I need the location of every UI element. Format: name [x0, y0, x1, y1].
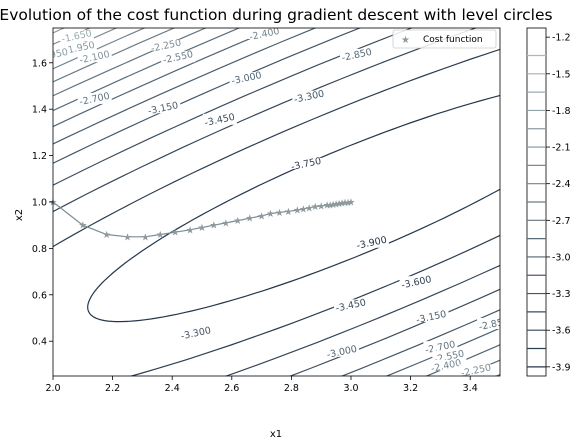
contour-label-bg [334, 299, 368, 311]
descent-point: ★ [245, 214, 254, 225]
colorbar-tick-label: -1.2 [552, 33, 571, 44]
colorbar: -1.2 -1.5 -1.8 -2.1 -2.4 -2.7 -3.0 -3.3 -3.6 -3.9 [526, 27, 571, 377]
descent-point: ★ [311, 202, 320, 213]
contour-label-bg [289, 157, 324, 169]
descent-point: ★ [171, 228, 180, 239]
contour-label-bg [414, 311, 449, 322]
contour-label-bg [429, 359, 464, 371]
descent-point: ★ [257, 211, 266, 222]
contour-level-0 [87, 94, 500, 323]
descent-point: ★ [323, 201, 332, 212]
contour-label-bg [179, 327, 214, 339]
colorbar-tick-label: -2.7 [552, 216, 571, 227]
contour-label-bg [149, 39, 184, 51]
descent-point: ★ [317, 201, 326, 212]
y-tick-label: 0.4 [32, 337, 47, 348]
colorbar-tick-label: -3.9 [552, 362, 571, 373]
descent-point: ★ [221, 218, 230, 229]
contour-label-bg [161, 51, 196, 63]
descent-point: ★ [123, 232, 132, 243]
descent-point: ★ [305, 203, 314, 214]
colorbar-tick-label: -3.3 [552, 289, 571, 300]
contour-label-bg [202, 113, 237, 125]
contour-label-bg [62, 41, 97, 53]
contour-label-bg [77, 51, 112, 63]
x-tick-label: 2.6 [224, 383, 239, 394]
contour-label-bg [459, 364, 494, 376]
contour-label-bg [292, 90, 327, 102]
descent-point: ★ [341, 198, 350, 209]
descent-point: ★ [78, 221, 87, 232]
descent-point: ★ [186, 225, 195, 236]
descent-point: ★ [275, 208, 284, 219]
x-tick-label: 2.4 [165, 383, 180, 394]
contour-label-bg [325, 345, 360, 357]
descent-point: ★ [338, 198, 347, 209]
chart-title: Evolution of the cost function during gr… [0, 6, 553, 24]
descent-point: ★ [156, 230, 165, 241]
descent-point: ★ [326, 200, 335, 211]
descent-point: ★ [233, 216, 242, 227]
x-tick-label: 3.4 [463, 383, 478, 394]
colorbar-tick-label: -3.6 [552, 326, 571, 337]
x-axis-label: x1 [270, 429, 282, 440]
contour-label-bg [229, 72, 264, 84]
descent-path: ★★★ ★ ★ ★ ★ ★ ★ ★ ★ ★ ★ ★ ★ ★ ★ ★★★★★★★★★★★★★★ [49, 198, 356, 244]
y-tick-label: 0.6 [32, 290, 47, 301]
descent-point: ★ [209, 221, 218, 232]
contour-label-bg [247, 28, 282, 39]
descent-point: ★ [284, 207, 293, 218]
y-tick-label: 0.8 [32, 244, 47, 255]
descent-point: ★ [293, 206, 302, 217]
descent-point: ★ [344, 198, 353, 209]
descent-point: ★ [266, 209, 275, 220]
descent-path-line [52, 201, 352, 238]
descent-point: ★ [335, 199, 344, 210]
legend-marker: ★ [401, 35, 410, 46]
contour-label-bg [59, 30, 94, 42]
legend-box [392, 29, 497, 49]
x-tick-label: 2.2 [105, 383, 120, 394]
contour-labels: -3.900-3.750-3.600-3.450-3.450-3.300-3.3… [53, 28, 510, 376]
y-tick-label: 1.4 [32, 105, 47, 116]
colorbar-tick-label: -2.4 [552, 179, 571, 190]
colorbar-tick-label: -1.5 [552, 69, 571, 80]
contour-label-bg [53, 48, 70, 60]
x-tick-label: 3.2 [403, 383, 418, 394]
axis-ticks: 2.0 2.2 2.4 2.6 2.8 3.0 3.2 3.4 0.4 0.6 0.8 1.0 1.2 1… [32, 58, 478, 394]
contour-label-bg [432, 350, 467, 362]
colorbar-tick-label: -3.0 [552, 252, 571, 263]
colorbar-tick-label: -2.1 [552, 143, 571, 154]
contour-label-bg [423, 341, 458, 353]
x-tick-label: 3.0 [343, 383, 358, 394]
x-tick-label: 2.8 [284, 383, 299, 394]
descent-point: ★ [198, 223, 207, 234]
y-tick-label: 1.6 [32, 58, 47, 69]
y-tick-label: 1.0 [32, 198, 47, 209]
contour-label-bg [339, 48, 374, 60]
descent-point: ★ [332, 199, 341, 210]
contour-label-bg [354, 236, 389, 248]
x-tick-label: 2.0 [45, 383, 60, 394]
contour-label: -2.850 [478, 316, 510, 333]
legend: ★ Cost function [392, 29, 497, 49]
descent-point: ★ [329, 200, 338, 211]
y-axis-label: x2 [14, 209, 25, 221]
contour-label-bg [399, 276, 434, 288]
descent-point: ★ [102, 230, 111, 241]
descent-point: ★ [347, 198, 356, 209]
colorbar-tick-label: -1.8 [552, 106, 571, 117]
contour-label-bg [146, 102, 181, 114]
contour-label-bg [477, 317, 500, 329]
y-tick-label: 1.2 [32, 151, 47, 162]
legend-entry-cost-function: Cost function [423, 35, 483, 45]
descent-point: ★ [299, 204, 308, 215]
descent-point: ★ [141, 232, 150, 243]
contour-label-bg [77, 92, 112, 104]
